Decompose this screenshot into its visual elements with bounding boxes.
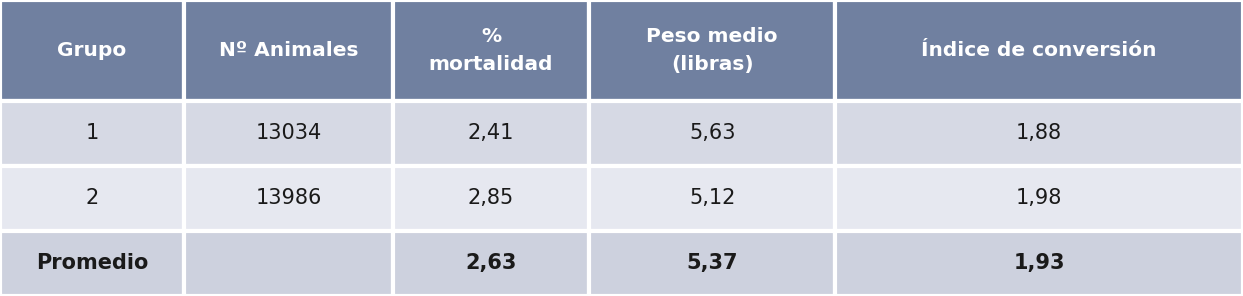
Bar	[0, 0, 184, 101]
Text: 2,41: 2,41	[467, 123, 515, 143]
Bar	[393, 0, 589, 101]
Bar	[184, 0, 393, 101]
Bar	[0, 101, 184, 166]
Bar	[184, 101, 393, 166]
Text: %
mortalidad: % mortalidad	[429, 27, 553, 74]
Text: 1,93: 1,93	[1013, 253, 1065, 274]
Text: Peso medio
(libras): Peso medio (libras)	[646, 27, 778, 74]
Text: 13986: 13986	[255, 188, 322, 208]
Bar	[393, 231, 589, 296]
Text: 2: 2	[86, 188, 98, 208]
Bar	[835, 166, 1243, 231]
Text: 1: 1	[86, 123, 98, 143]
Text: Nº Animales: Nº Animales	[219, 41, 358, 60]
Bar	[393, 101, 589, 166]
Text: 2,85: 2,85	[467, 188, 515, 208]
Text: 13034: 13034	[255, 123, 322, 143]
Text: 5,37: 5,37	[686, 253, 738, 274]
Bar	[835, 231, 1243, 296]
Bar	[184, 166, 393, 231]
Text: Promedio: Promedio	[36, 253, 148, 274]
Bar	[835, 101, 1243, 166]
Bar	[393, 166, 589, 231]
Bar	[184, 231, 393, 296]
Text: 2,63: 2,63	[465, 253, 517, 274]
Bar	[0, 166, 184, 231]
Bar	[589, 166, 835, 231]
Bar	[0, 231, 184, 296]
Text: 5,12: 5,12	[689, 188, 736, 208]
Text: 1,98: 1,98	[1016, 188, 1063, 208]
Bar	[835, 0, 1243, 101]
Bar	[589, 231, 835, 296]
Text: Índice de conversión: Índice de conversión	[921, 41, 1157, 60]
Text: 5,63: 5,63	[689, 123, 736, 143]
Bar	[589, 101, 835, 166]
Bar	[589, 0, 835, 101]
Text: Grupo: Grupo	[57, 41, 127, 60]
Text: 1,88: 1,88	[1016, 123, 1063, 143]
